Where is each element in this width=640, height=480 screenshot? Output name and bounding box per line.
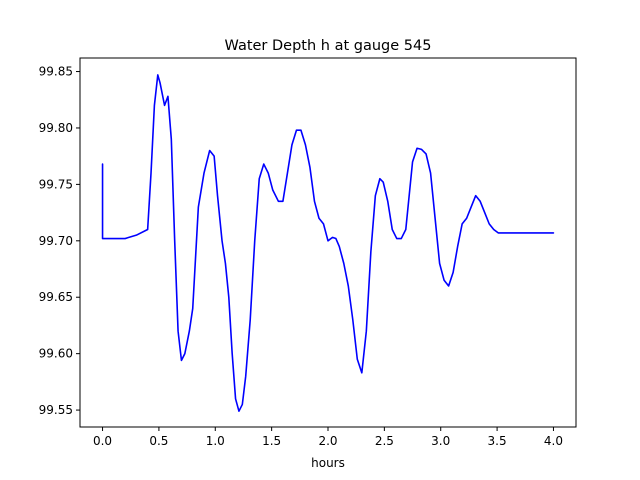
y-tick-label: 99.75 [39, 177, 73, 191]
x-tick-label: 2.5 [375, 434, 394, 448]
x-tick-label: 3.0 [431, 434, 450, 448]
x-tick-label: 0.5 [149, 434, 168, 448]
y-tick-label: 99.85 [39, 65, 73, 79]
y-tick-label: 99.80 [39, 121, 73, 135]
y-tick-label: 99.55 [39, 403, 73, 417]
y-tick-label: 99.70 [39, 234, 73, 248]
x-tick-label: 1.5 [262, 434, 281, 448]
x-tick-label: 3.5 [488, 434, 507, 448]
plot-area: 0.0 0.5 1.0 1.5 2.0 2.5 3.0 3.5 4.0 99.55 99.60 99.… [39, 57, 577, 448]
y-tick-label: 99.60 [39, 347, 73, 361]
x-tick-label: 1.0 [206, 434, 225, 448]
x-tick-label: 0.0 [93, 434, 112, 448]
chart-title: Water Depth h at gauge 545 [225, 38, 432, 54]
x-axis-label: hours [311, 456, 345, 470]
y-tick-label: 99.65 [39, 290, 73, 304]
x-tick-label: 4.0 [544, 434, 563, 448]
series-line-0 [101, 74, 555, 413]
x-tick-label: 2.0 [318, 434, 337, 448]
